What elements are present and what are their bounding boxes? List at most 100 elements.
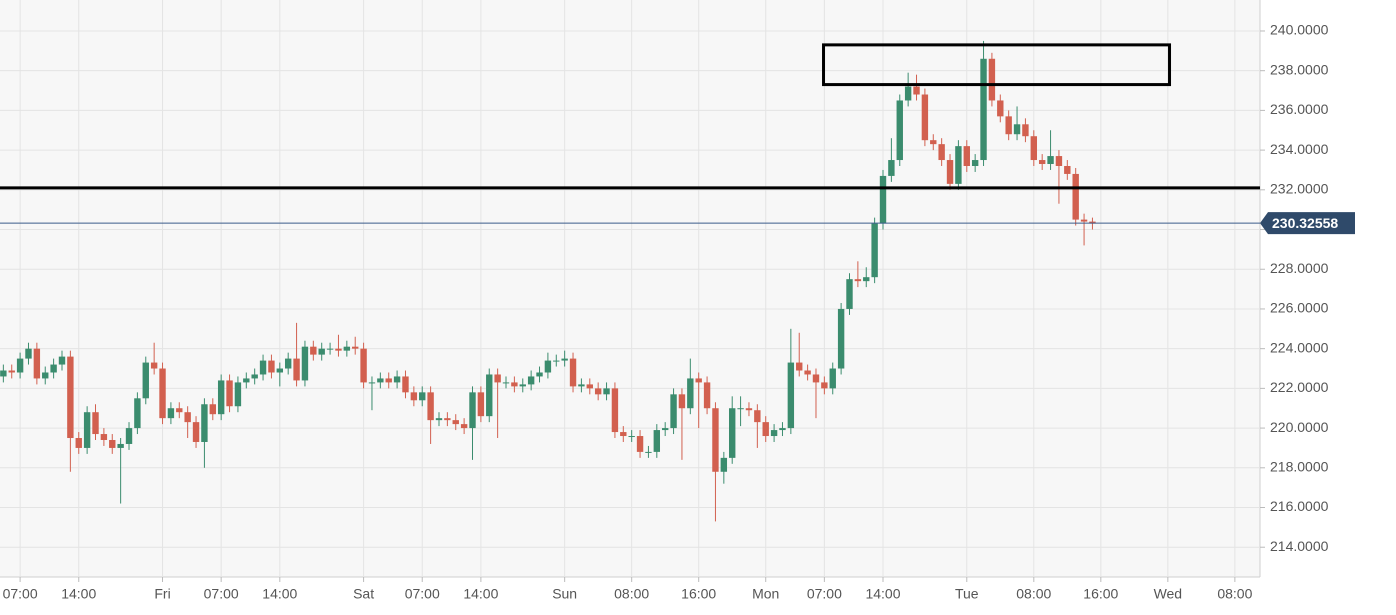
candle-body: [435, 418, 443, 421]
candle-body: [402, 376, 409, 393]
candle-body: [251, 374, 258, 379]
resistance-box: [822, 43, 1172, 87]
candle-body: [913, 86, 920, 95]
candle-body: [553, 360, 560, 362]
candle-body: [0, 370, 7, 377]
y-tick-label: 232.0000: [1270, 181, 1329, 197]
candle-body: [234, 382, 242, 407]
candle-body: [243, 378, 250, 383]
candle-body: [930, 140, 937, 145]
candle-body: [1030, 136, 1038, 161]
y-tick-label: 218.0000: [1270, 458, 1329, 474]
candle-body: [821, 382, 828, 389]
x-tick-label: 14:00: [262, 586, 297, 602]
candle-body: [703, 382, 711, 409]
candle-body: [368, 382, 376, 384]
candle-body: [779, 428, 786, 431]
candle-body: [594, 388, 602, 395]
candle-body: [92, 412, 99, 435]
candle-body: [712, 408, 719, 472]
candle-body: [963, 146, 970, 166]
candle-body: [544, 360, 552, 373]
candle-body: [352, 346, 359, 349]
candle-body: [134, 398, 141, 429]
x-tick-label: 07:00: [405, 586, 440, 602]
candle-body: [720, 457, 728, 472]
y-tick-label: 220.0000: [1270, 419, 1329, 435]
candle-body: [653, 430, 661, 452]
candle-body: [904, 86, 912, 101]
y-tick-label: 236.0000: [1270, 101, 1329, 117]
candle-body: [1038, 160, 1046, 165]
candle-body: [796, 362, 803, 371]
candle-body: [737, 408, 744, 410]
x-tick-label: 16:00: [1083, 586, 1118, 602]
x-tick-label: 14:00: [463, 586, 498, 602]
candle-body: [460, 424, 468, 429]
candle-body: [1022, 124, 1029, 137]
candle-body: [846, 279, 853, 309]
candle-body: [603, 388, 610, 395]
x-tick-label: 14:00: [61, 586, 96, 602]
candle-body: [636, 436, 644, 452]
candle-body: [1055, 156, 1063, 166]
candle-body: [150, 362, 158, 369]
candle-body: [938, 144, 945, 161]
candle-body: [25, 348, 32, 359]
candle-body: [955, 146, 962, 184]
candle-body: [611, 388, 619, 433]
candle-body: [762, 422, 769, 437]
candle-body: [980, 58, 987, 161]
candle-body: [410, 392, 418, 401]
plot-background: [0, 0, 1260, 577]
candle-body: [1047, 156, 1054, 165]
candle-body: [201, 404, 208, 442]
y-tick-label: 216.0000: [1270, 498, 1329, 514]
y-tick-label: 238.0000: [1270, 61, 1329, 77]
candle-body: [310, 346, 317, 355]
candle-body: [804, 370, 811, 375]
candle-body: [687, 378, 694, 409]
candle-body: [879, 175, 887, 224]
candle-body: [971, 160, 979, 166]
candle-body: [997, 100, 1004, 117]
candle-body: [946, 160, 954, 184]
candle-body: [276, 368, 284, 373]
candle-body: [109, 439, 116, 448]
x-tick-label: Sat: [353, 586, 374, 602]
candle-body: [452, 420, 459, 425]
candle-body: [754, 410, 761, 423]
candle-body: [888, 160, 895, 176]
candle-body: [427, 392, 434, 421]
x-tick-label: 07:00: [807, 586, 842, 602]
candle-body: [268, 360, 275, 373]
candle-body: [661, 428, 669, 431]
candle-body: [318, 348, 325, 355]
x-tick-label: Wed: [1154, 586, 1183, 602]
candle-body: [670, 394, 677, 429]
candle-body: [1005, 116, 1012, 135]
candle-body: [586, 384, 593, 389]
candle-body: [100, 434, 108, 440]
candle-body: [326, 348, 334, 350]
x-tick-label: 07:00: [204, 586, 239, 602]
candle-body: [293, 358, 300, 381]
candle-body: [527, 376, 535, 385]
candle-body: [812, 374, 820, 383]
candle-body: [494, 374, 501, 383]
candle-body: [167, 408, 175, 419]
y-tick-label: 240.0000: [1270, 22, 1329, 38]
current-price-tag: [1260, 212, 1355, 235]
candle-body: [561, 358, 568, 361]
candle-body: [1013, 124, 1021, 135]
candle-body: [829, 368, 836, 389]
candle-body: [569, 358, 577, 387]
candle-body: [176, 408, 183, 413]
candle-body: [42, 372, 49, 379]
candle-body: [645, 451, 652, 453]
candle-body: [871, 223, 878, 278]
candle-body: [620, 432, 627, 437]
candle-body: [33, 348, 41, 379]
